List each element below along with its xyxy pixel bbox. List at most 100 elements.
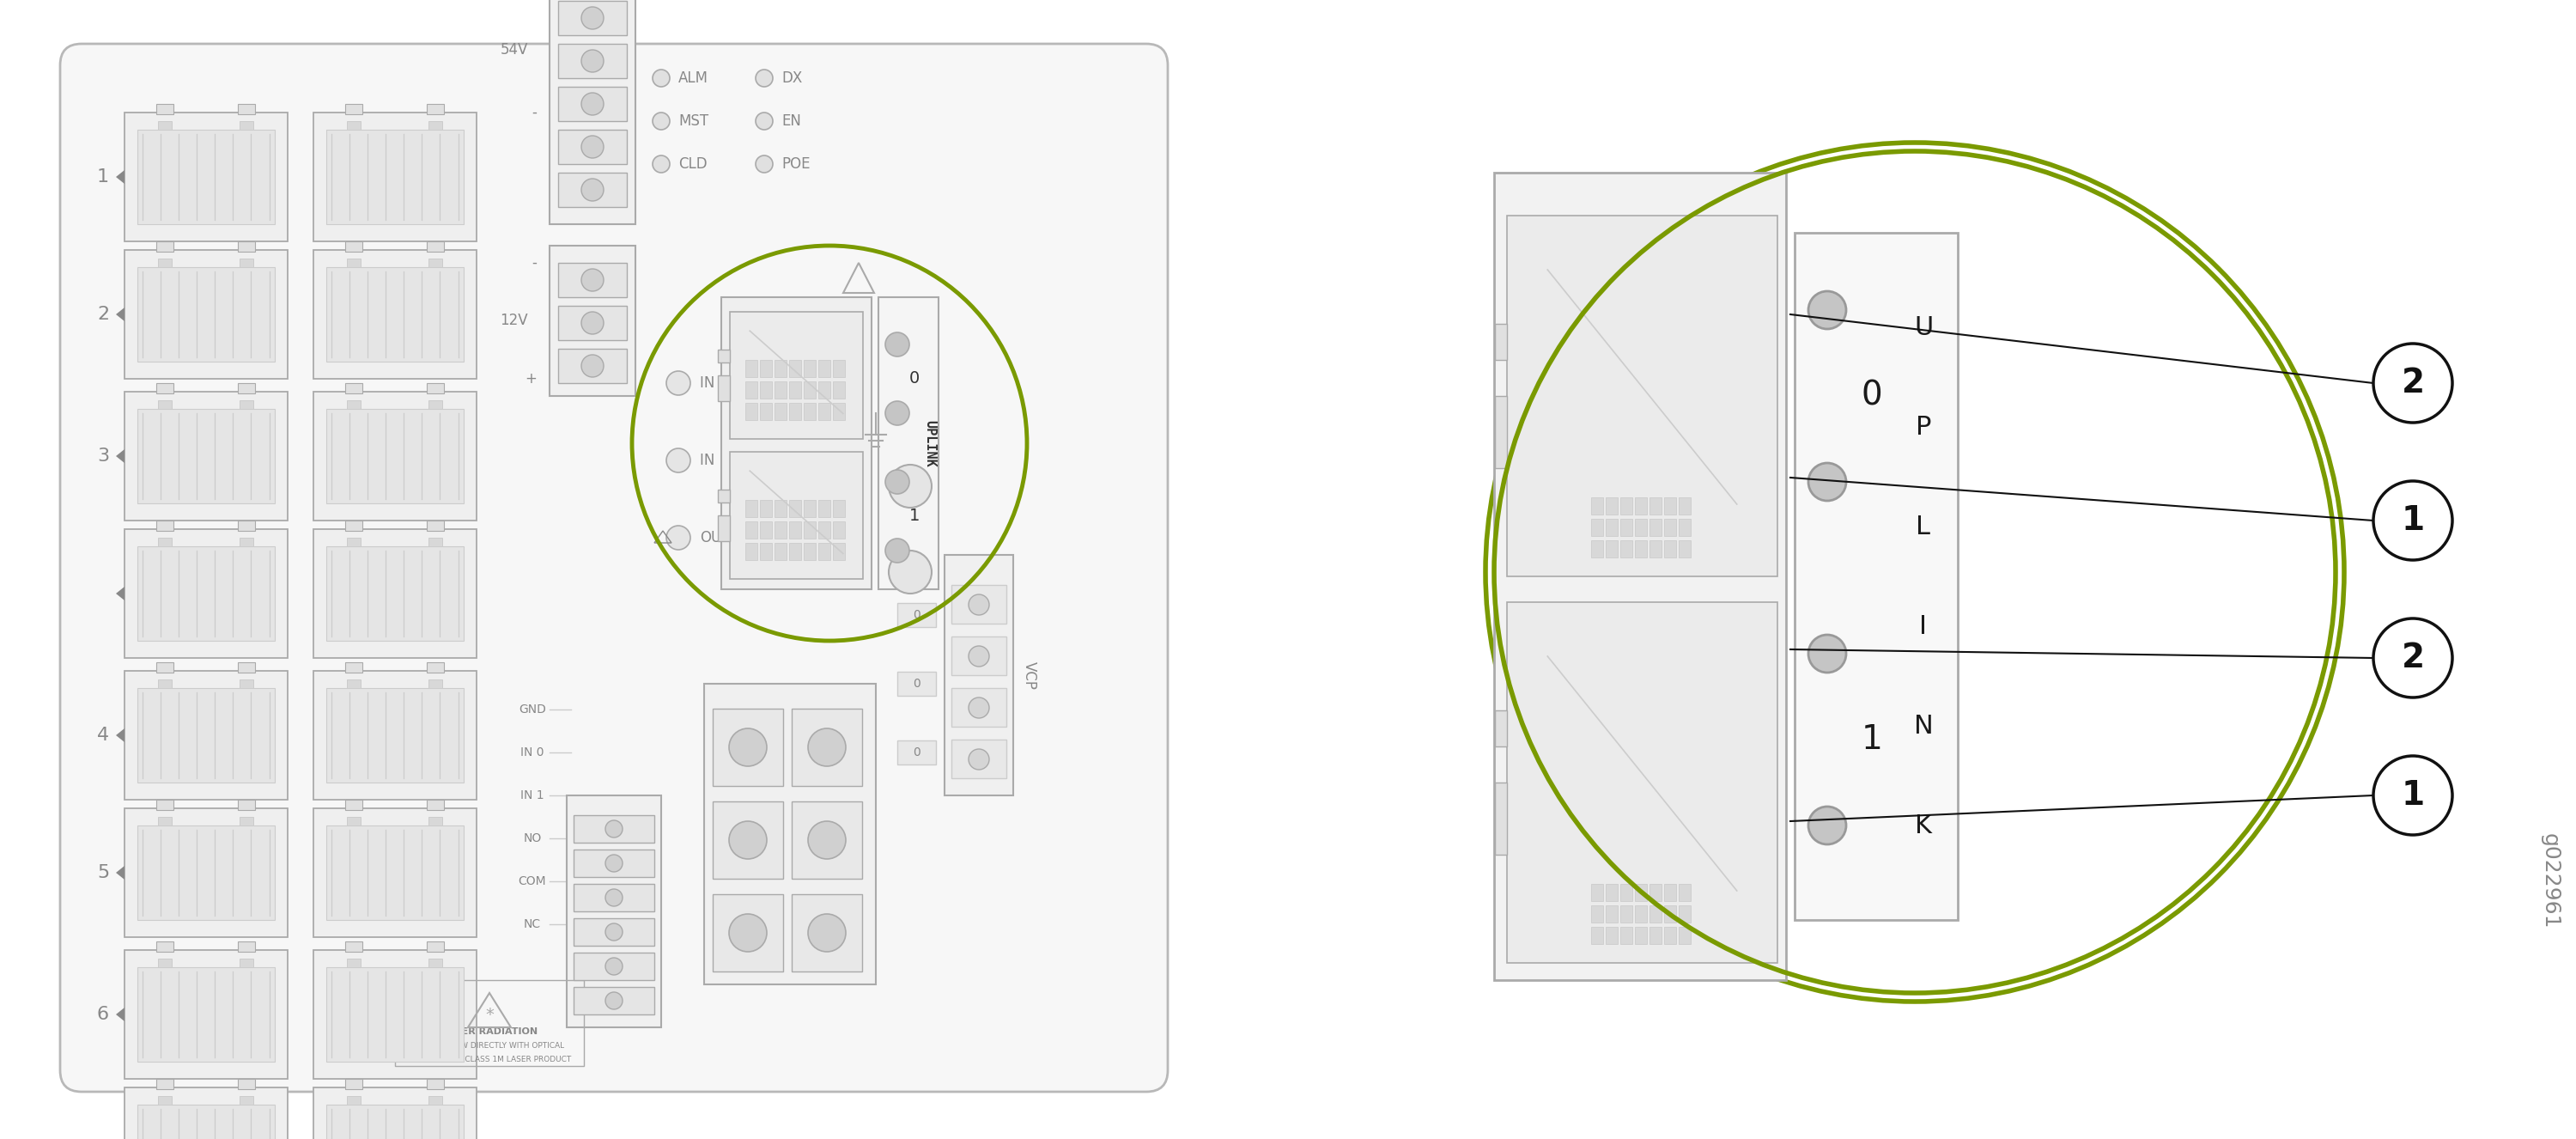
Bar	[345, 800, 363, 810]
Bar	[832, 382, 845, 399]
Bar	[1649, 884, 1662, 901]
Text: COM: COM	[518, 875, 546, 887]
Bar	[832, 360, 845, 377]
Bar	[832, 543, 845, 560]
Text: NO: NO	[523, 833, 541, 844]
Circle shape	[969, 646, 989, 666]
Bar	[760, 360, 773, 377]
Text: 6: 6	[98, 1006, 108, 1023]
Bar	[1494, 323, 1507, 360]
Bar	[1592, 540, 1602, 557]
Circle shape	[755, 69, 773, 87]
Bar	[775, 382, 786, 399]
Circle shape	[652, 156, 670, 173]
Text: -: -	[531, 105, 536, 120]
Bar	[1605, 884, 1618, 901]
Bar	[1620, 927, 1633, 944]
Bar	[237, 662, 255, 672]
Bar	[124, 809, 289, 937]
Circle shape	[582, 269, 603, 292]
Bar	[314, 671, 477, 800]
Circle shape	[809, 913, 845, 952]
Text: 2: 2	[2401, 641, 2424, 674]
Bar	[157, 800, 173, 810]
Bar	[348, 959, 361, 967]
Text: 1: 1	[2401, 779, 2424, 812]
Bar	[1494, 711, 1507, 746]
Bar	[791, 894, 863, 972]
Bar	[237, 521, 255, 531]
Bar	[721, 297, 871, 589]
Bar	[1664, 540, 1677, 557]
Bar	[428, 400, 443, 409]
Bar	[157, 400, 173, 409]
Bar	[327, 547, 464, 641]
Bar	[157, 521, 173, 531]
Bar	[1494, 173, 1785, 980]
Bar	[804, 382, 817, 399]
Text: 0: 0	[914, 746, 920, 759]
Bar	[124, 530, 289, 658]
Circle shape	[969, 697, 989, 718]
Circle shape	[809, 729, 845, 767]
Bar	[157, 383, 173, 393]
Bar	[345, 662, 363, 672]
Bar	[945, 555, 1012, 795]
Bar	[314, 392, 477, 521]
Bar	[327, 967, 464, 1062]
Bar	[788, 382, 801, 399]
Bar	[137, 409, 276, 503]
Circle shape	[582, 7, 603, 30]
Bar	[1680, 540, 1690, 557]
Bar	[819, 382, 829, 399]
Text: 0: 0	[1862, 379, 1883, 412]
Text: 2: 2	[2401, 367, 2424, 400]
Circle shape	[582, 50, 603, 72]
Text: 0: 0	[914, 678, 920, 690]
Circle shape	[969, 595, 989, 615]
Bar	[714, 802, 783, 878]
Bar	[1680, 884, 1690, 901]
Bar	[240, 959, 252, 967]
Bar	[719, 350, 729, 362]
Polygon shape	[116, 729, 124, 743]
Text: 12V: 12V	[500, 313, 528, 328]
Bar	[804, 500, 817, 517]
Bar	[760, 403, 773, 420]
Bar	[428, 104, 443, 114]
Bar	[137, 826, 276, 920]
Bar	[428, 259, 443, 268]
Bar	[428, 662, 443, 672]
Bar	[559, 349, 626, 383]
Bar	[345, 521, 363, 531]
Polygon shape	[116, 308, 124, 321]
Bar	[1494, 396, 1507, 468]
Bar	[157, 1096, 173, 1105]
Bar	[240, 259, 252, 268]
Text: IN 0: IN 0	[520, 746, 544, 759]
Circle shape	[729, 821, 768, 859]
Bar	[559, 1, 626, 35]
Bar	[788, 360, 801, 377]
Bar	[1636, 906, 1646, 923]
Text: K: K	[1914, 813, 1932, 838]
Text: EN: EN	[781, 114, 801, 129]
Bar	[327, 409, 464, 503]
Bar	[314, 809, 477, 937]
Bar	[314, 530, 477, 658]
Circle shape	[886, 401, 909, 425]
Text: P: P	[1917, 415, 1932, 440]
Text: LASER RADIATION: LASER RADIATION	[440, 1027, 538, 1036]
Text: 4: 4	[98, 727, 108, 744]
Bar	[1605, 540, 1618, 557]
Circle shape	[886, 470, 909, 494]
Bar	[157, 1079, 173, 1089]
Bar	[1649, 519, 1662, 536]
Bar	[559, 173, 626, 207]
Bar	[559, 130, 626, 164]
Text: N: N	[1914, 713, 1932, 738]
Polygon shape	[116, 170, 124, 183]
Bar	[1592, 519, 1602, 536]
Circle shape	[582, 136, 603, 158]
Bar	[1664, 884, 1677, 901]
